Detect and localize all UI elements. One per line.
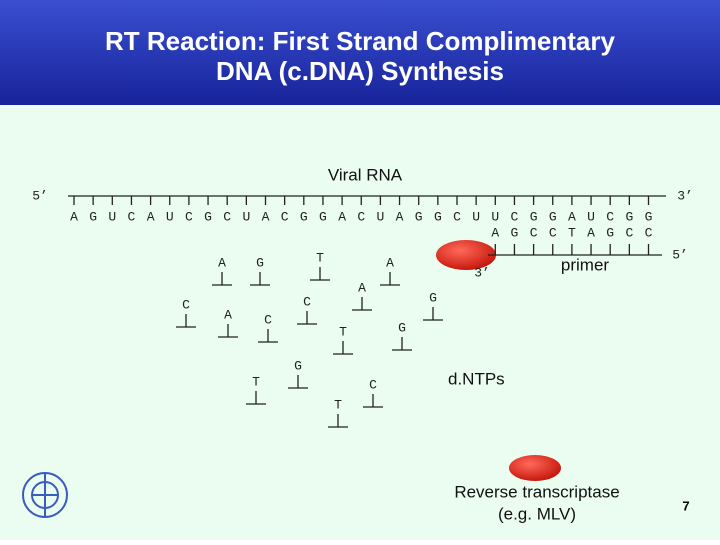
dntp-base: T: [339, 324, 347, 339]
rna-base: G: [530, 209, 538, 224]
dntp-base: G: [256, 255, 264, 270]
rna-base: C: [511, 209, 519, 224]
dntps-label: d.NTPs: [448, 369, 505, 388]
rna-base: G: [204, 209, 212, 224]
rna-base: C: [185, 209, 193, 224]
rna-base: A: [70, 209, 78, 224]
dntp-base: G: [429, 290, 437, 305]
rna-base: G: [89, 209, 97, 224]
rna-base: A: [338, 209, 346, 224]
dntp-base: G: [294, 358, 302, 373]
enzyme-icon: [509, 455, 561, 481]
rna-base: C: [453, 209, 461, 224]
rna-base: G: [549, 209, 557, 224]
dntp-base: A: [386, 255, 394, 270]
page-number: 7: [682, 498, 689, 513]
primer-base: G: [606, 225, 614, 240]
rna-base: C: [357, 209, 365, 224]
primer-base: G: [511, 225, 519, 240]
primer-base: C: [549, 225, 557, 240]
title: RT Reaction: First Strand Complimentary: [105, 26, 615, 56]
rna-base: U: [491, 209, 499, 224]
who-logo: [22, 472, 68, 518]
primer-label: primer: [561, 255, 610, 274]
rna-base: G: [625, 209, 633, 224]
rna-base: U: [108, 209, 116, 224]
rna-base: C: [281, 209, 289, 224]
enzyme-label: Reverse transcriptase: [454, 482, 619, 501]
primer-3prime: 3’: [474, 265, 490, 280]
rna-base: A: [147, 209, 155, 224]
primer-base: A: [491, 225, 499, 240]
dntp-base: C: [303, 294, 311, 309]
enzyme-label: (e.g. MLV): [498, 504, 576, 523]
dntp-base: A: [224, 307, 232, 322]
primer-enzyme: [436, 240, 496, 270]
rna-base: A: [262, 209, 270, 224]
dntp-base: A: [218, 255, 226, 270]
rna-base: C: [606, 209, 614, 224]
rna-base: G: [319, 209, 327, 224]
dntp-base: A: [358, 280, 366, 295]
rna-base: G: [415, 209, 423, 224]
rna-base: U: [587, 209, 595, 224]
rna-base: G: [434, 209, 442, 224]
dntp-base: C: [369, 377, 377, 392]
dntp-base: T: [334, 397, 342, 412]
rna-base: C: [128, 209, 136, 224]
rna-base: U: [376, 209, 384, 224]
dntp-base: T: [252, 374, 260, 389]
rna-base: U: [166, 209, 174, 224]
rna-base: U: [472, 209, 480, 224]
rna-5prime: 5’: [32, 188, 48, 203]
rna-label: Viral RNA: [328, 165, 403, 184]
primer-base: T: [568, 225, 576, 240]
dntp-base: C: [182, 297, 190, 312]
header-band: [0, 0, 720, 105]
title: DNA (c.DNA) Synthesis: [216, 56, 504, 86]
rna-base: U: [242, 209, 250, 224]
rna-3prime: 3’: [677, 188, 693, 203]
dntp-base: C: [264, 312, 272, 327]
rna-base: G: [645, 209, 653, 224]
rna-base: G: [300, 209, 308, 224]
rna-base: A: [396, 209, 404, 224]
primer-base: C: [530, 225, 538, 240]
primer-base: A: [587, 225, 595, 240]
dntp-base: T: [316, 250, 324, 265]
primer-base: C: [645, 225, 653, 240]
rna-base: C: [223, 209, 231, 224]
dntp-base: G: [398, 320, 406, 335]
primer-base: C: [625, 225, 633, 240]
primer-5prime: 5’: [672, 247, 688, 262]
rna-base: A: [568, 209, 576, 224]
